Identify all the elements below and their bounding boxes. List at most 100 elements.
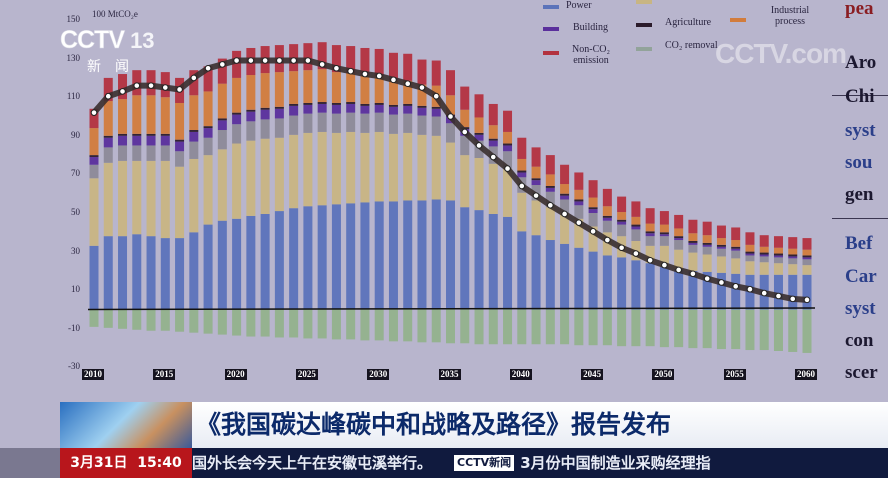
bar-segment-series-1 <box>403 132 413 201</box>
bar-segment-series-2 <box>674 240 684 250</box>
bar-segment-building <box>788 256 798 259</box>
bar-segment-power <box>189 232 199 310</box>
bar-segment-series-1 <box>731 258 741 274</box>
bar-segment-series-1 <box>688 252 698 271</box>
bar-segment-series-1 <box>460 155 470 208</box>
bar-segment-series-2 <box>645 236 655 246</box>
bar-segment-non-co-emission <box>645 208 655 224</box>
bar-segment-co-removal <box>289 309 299 338</box>
bar-segment-series-2 <box>617 224 627 237</box>
bar-segment-series-2 <box>89 164 99 179</box>
bar-segment-power <box>89 245 99 310</box>
bar-segment-series-2 <box>745 255 755 262</box>
bar-segment-building <box>232 114 242 125</box>
bar-segment-building <box>531 180 541 186</box>
bar-segment-building <box>560 195 570 200</box>
bar-segment-non-co-emission <box>759 235 769 247</box>
bar-segment-industrial-process <box>731 240 741 247</box>
bar-segment-industrial-process <box>317 69 327 103</box>
bar-segment-co-removal <box>346 309 356 340</box>
bar-segment-series-2 <box>360 113 370 133</box>
bar-segment-non-co-emission <box>716 225 726 239</box>
bar-segment-agriculture <box>503 143 513 146</box>
net-emission-point <box>119 88 126 95</box>
time: 15:40 <box>137 455 182 471</box>
net-emission-point <box>204 64 212 72</box>
net-emission-point <box>219 61 226 68</box>
bar-segment-co-removal <box>474 309 484 345</box>
bar-segment-series-1 <box>246 140 256 216</box>
x-tick-label: 2025 <box>295 369 318 380</box>
bar-segment-co-removal <box>788 309 798 352</box>
bar-segment-power <box>446 200 455 310</box>
bar-segment-series-2 <box>503 151 513 169</box>
bar-segment-industrial-process <box>474 117 484 133</box>
bar-segment-agriculture <box>531 178 541 181</box>
bar-segment-co-removal <box>460 309 470 344</box>
bar-segment-series-1 <box>517 192 527 232</box>
net-emission-point <box>803 296 811 304</box>
bar-segment-power <box>274 211 284 310</box>
bar-segment-series-2 <box>688 244 698 253</box>
bar-segment-non-co-emission <box>303 43 313 71</box>
bar-segment-co-removal <box>602 309 612 346</box>
net-emission-point <box>504 165 511 172</box>
bar-segment-building <box>645 233 655 237</box>
bar-segment-non-co-emission <box>118 74 128 100</box>
bar-segment-series-2 <box>217 130 227 150</box>
bar-segment-industrial-process <box>617 212 627 220</box>
bar-segment-power <box>688 270 698 310</box>
bar-segment-industrial-process <box>274 72 284 107</box>
bar-segment-co-removal <box>260 309 270 337</box>
bar-segment-industrial-process <box>745 244 755 252</box>
bar-segment-agriculture <box>103 135 113 138</box>
bar-segment-power <box>160 238 170 310</box>
bar-segment-series-2 <box>374 112 384 132</box>
x-tick-label: 2015 <box>153 369 176 380</box>
bar-segment-series-1 <box>531 200 541 236</box>
net-emission-point <box>390 76 397 84</box>
y-tick-label: 30 <box>71 245 80 256</box>
zero-line <box>87 307 816 311</box>
bar-segment-industrial-process <box>674 228 684 237</box>
bar-segment-non-co-emission <box>374 48 384 76</box>
bar-segment-building <box>759 254 769 257</box>
bar-segment-co-removal <box>146 309 156 331</box>
net-emission-point <box>90 109 98 116</box>
net-emission-point <box>632 250 640 257</box>
bar-segment-series-1 <box>773 263 783 275</box>
bar-segment-power <box>731 273 741 310</box>
bar-segment-non-co-emission <box>360 47 370 76</box>
slide-text: Bef <box>845 233 873 254</box>
bar-segment-power <box>773 274 783 310</box>
bar-segment-agriculture <box>175 139 185 142</box>
net-emission-point <box>261 57 269 64</box>
legend-label-co2-removal: CO₂ removal <box>665 40 718 51</box>
y-tick-label: 150 <box>66 14 81 24</box>
bar-segment-industrial-process <box>175 102 185 140</box>
bar-segment-series-1 <box>388 133 398 202</box>
bar-segment-power <box>360 202 370 310</box>
bar-segment-series-1 <box>289 134 299 209</box>
legend-swatch-tan <box>636 0 652 4</box>
bar-segment-building <box>659 234 669 237</box>
bar-segment-co-removal <box>431 309 441 343</box>
bar-segment-series-2 <box>189 141 199 159</box>
bar-segment-co-removal <box>388 309 398 342</box>
x-tick-label: 2040 <box>509 369 532 380</box>
bar-segment-industrial-process <box>631 216 641 225</box>
bar-segment-series-2 <box>602 220 612 233</box>
bar-segment-series-1 <box>118 160 128 237</box>
net-emission-point <box>461 128 469 136</box>
bar-segment-series-1 <box>346 131 356 204</box>
bar-segment-industrial-process <box>488 125 498 139</box>
net-emission-point <box>732 283 740 290</box>
slide-divider <box>832 95 888 96</box>
net-emission-point <box>276 57 283 64</box>
bar-segment-agriculture <box>203 126 213 129</box>
x-tick-label: 2055 <box>723 369 746 380</box>
bar-segment-power <box>217 220 227 310</box>
bar-segment-co-removal <box>802 309 812 353</box>
bar-segment-series-2 <box>160 145 170 161</box>
bar-segment-series-2 <box>431 116 441 136</box>
